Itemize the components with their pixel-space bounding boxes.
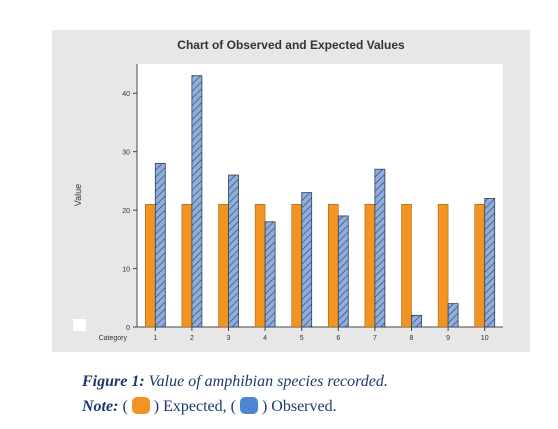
x-tick-label: 6 (336, 335, 340, 342)
bar-expected (364, 204, 376, 328)
bar-expected (254, 204, 266, 328)
figure-caption: Figure 1: Value of amphibian species rec… (82, 373, 388, 391)
bar-observed (374, 168, 386, 328)
bar-observed (228, 174, 239, 328)
bar-observed (191, 75, 203, 328)
legend-note: Note: ( ) Expected, ( ) Observed. (82, 397, 337, 416)
bar-observed (301, 192, 313, 328)
y-tick-label: 20 (122, 208, 130, 215)
bar-observed (447, 303, 459, 328)
x-tick-label: 4 (263, 335, 267, 342)
bar-expected (291, 204, 302, 328)
y-tick-label: 30 (122, 150, 130, 157)
y-tick-label: 10 (122, 267, 130, 274)
bar-observed (411, 314, 422, 328)
bar-expected (181, 204, 193, 328)
x-axis-label: Category (99, 335, 128, 342)
x-tick-label: 10 (481, 335, 489, 342)
observed-swatch (239, 397, 258, 414)
legend-placeholder-box (73, 319, 86, 331)
bar-observed (337, 215, 349, 328)
bars (145, 75, 496, 328)
note-label: Note: (82, 398, 119, 415)
caption-label: Figure 1: (82, 373, 145, 390)
caption-text: Value of amphibian species recorded. (144, 373, 388, 390)
note-observed-text: ) Observed. (261, 398, 337, 415)
bar-expected (218, 204, 229, 328)
x-tick-label: 1 (153, 335, 157, 342)
note-open: ( (118, 398, 128, 415)
bar-expected (145, 204, 156, 328)
bar-observed (264, 221, 276, 328)
bar-expected (401, 204, 412, 328)
tick-labels: 0 10 20 30 40 1 2 3 4 5 6 7 8 9 10 Category (99, 91, 489, 342)
x-tick-label: 8 (410, 335, 414, 342)
x-tick-label: 9 (446, 335, 450, 342)
x-tick-label: 7 (373, 335, 377, 342)
bar-expected (437, 204, 449, 328)
expected-swatch (131, 397, 150, 414)
bar-observed (484, 198, 496, 328)
x-tick-label: 3 (227, 335, 231, 342)
y-tick-label: 0 (126, 325, 130, 332)
note-expected-text: ) Expected, ( (153, 398, 236, 415)
bar-expected (328, 204, 339, 328)
x-tick-label: 5 (300, 335, 304, 342)
x-tick-label: 2 (190, 335, 194, 342)
y-tick-label: 40 (122, 91, 130, 98)
bar-observed (154, 162, 166, 328)
chart-title: Chart of Observed and Expected Values (177, 38, 405, 52)
bar-expected (474, 204, 485, 328)
